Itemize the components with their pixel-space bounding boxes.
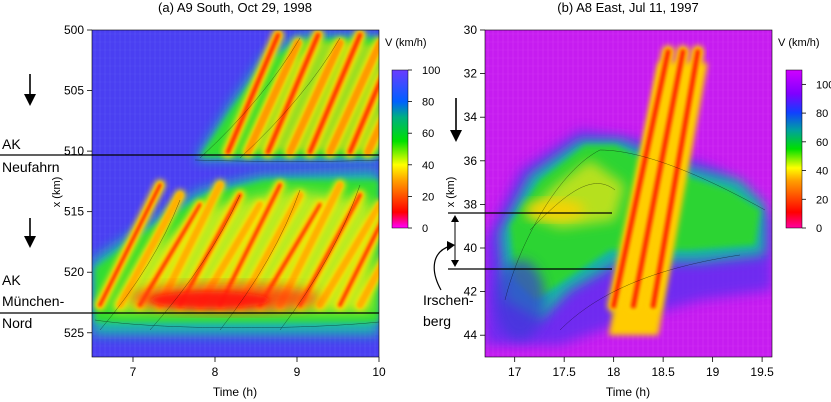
panel-b-cbar-label-1: 20 (816, 194, 828, 206)
panel-b-colorbar-ticks: 0 20 40 60 80 100 (802, 79, 831, 235)
panel-a-cbar-label-3: 60 (422, 128, 434, 140)
panel-a-ytick-label-5: 525 (64, 326, 84, 340)
panel-a-ytick-label-3: 515 (64, 205, 84, 219)
panel-b-cbar-label-0: 0 (816, 223, 822, 235)
panel-b: (b) A8 East, Jul 11, 1997 Irschen- be (423, 0, 831, 399)
panel-a-ytick-label-4: 520 (64, 265, 84, 279)
panel-a-xtick-label-1: 8 (212, 365, 219, 379)
panel-a-bottleneck-2-line1: AK (2, 272, 21, 288)
panel-b-xtick-label-2: 18 (607, 365, 621, 379)
panel-b-bottleneck-line2: berg (423, 313, 451, 329)
panel-a-arrow-down-1-icon (24, 74, 36, 106)
panel-b-colorbar (785, 69, 803, 229)
panel-a-ytick-label-1: 505 (64, 84, 84, 98)
panel-a-bottleneck-1-line1: AK (2, 136, 21, 152)
panel-a-cbar-label-5: 100 (422, 65, 440, 77)
panel-a-cbar-label-0: 0 (422, 223, 428, 235)
panel-a-arrow-down-2-icon (24, 218, 36, 248)
panel-b-plot (485, 30, 772, 357)
panel-b-ytick-label-1: 32 (464, 67, 478, 81)
panel-b-title: (b) A8 East, Jul 11, 1997 (557, 0, 698, 15)
panel-b-waves (607, 45, 708, 336)
panel-a-upper-jam (195, 30, 379, 160)
panel-b-cbar-label-5: 100 (816, 79, 831, 91)
panel-b-cbar-label-4: 80 (816, 108, 828, 120)
panel-a-colorbar-label: V (km/h) (385, 37, 427, 49)
panel-a-ytick-label-2: 510 (64, 144, 84, 158)
panel-a-bottleneck-1-line2: Neufahrn (2, 159, 60, 175)
panel-b-cbar-label-3: 60 (816, 137, 828, 149)
panel-b-arrow-down-icon (450, 98, 462, 142)
panel-b-xtick-label-1: 17.5 (552, 365, 576, 379)
panel-a-frame (91, 29, 380, 358)
panel-a-xtick-label-2: 9 (294, 365, 301, 379)
panel-a-xlabel: Time (h) (213, 385, 257, 399)
panel-a-title: (a) A9 South, Oct 29, 1998 (158, 0, 312, 15)
panel-a-cbar-label-2: 40 (422, 160, 434, 172)
panel-b-cbar-label-2: 40 (816, 166, 828, 178)
panel-b-ytick-label-5: 40 (464, 241, 478, 255)
panel-b-contours (504, 149, 766, 331)
panel-a-cbar-label-1: 20 (422, 191, 434, 203)
panel-b-ytick-label-6: 42 (464, 285, 478, 299)
panel-a-xtick-label-0: 7 (130, 365, 137, 379)
panel-b-bottleneck-line1: Irschen- (423, 292, 474, 308)
panel-a: (a) A9 South, Oct 29, 1998 (0, 0, 440, 399)
panel-b-xtick-label-5: 19.5 (750, 365, 774, 379)
panel-b-ytick-label-0: 30 (464, 23, 478, 37)
panel-b-wave-2 (646, 45, 705, 313)
panel-b-marker-bracket (451, 215, 459, 267)
panel-a-lower-jam (92, 170, 379, 335)
panel-b-curved-arrow-icon (433, 241, 455, 291)
panel-b-ytick-label-2: 34 (464, 110, 478, 124)
panel-a-colorbar-ticks: 0 20 40 60 80 100 (408, 65, 440, 235)
panel-b-colorbar-label: V (km/h) (778, 37, 820, 49)
panel-a-plot (92, 30, 379, 357)
panel-b-frame (484, 29, 773, 358)
panel-b-axes: 17 17.5 18 18.5 19 19.5 30 32 34 36 38 40 42 44 (464, 23, 774, 379)
panel-a-colorbar (391, 69, 409, 229)
panel-b-xtick-label-3: 18.5 (651, 365, 675, 379)
panel-b-ytick-label-7: 44 (464, 328, 478, 342)
panel-b-ytick-label-4: 38 (464, 197, 478, 211)
panel-a-ylabel: x (km) (51, 177, 63, 208)
panel-b-wave-0 (607, 45, 675, 313)
panel-a-xtick-label-3: 10 (372, 365, 386, 379)
panel-b-xtick-label-4: 19 (706, 365, 720, 379)
panel-b-xlabel: Time (h) (606, 385, 650, 399)
panel-a-cbar-label-4: 80 (422, 97, 434, 109)
panel-b-ylabel: x (km) (445, 177, 457, 208)
panel-b-xtick-label-0: 17 (508, 365, 522, 379)
panel-a-upper-waves (222, 30, 379, 158)
panel-a-ytick-label-0: 500 (64, 23, 84, 37)
panel-b-ytick-label-3: 36 (464, 154, 478, 168)
panel-a-bottleneck-2-line3: Nord (2, 315, 32, 331)
panel-b-wave-1 (626, 45, 690, 313)
panel-a-axes: 7 8 9 10 500 505 510 515 520 525 (64, 23, 386, 379)
panel-a-contours (94, 37, 379, 331)
panel-a-bottleneck-2-line2: München- (2, 293, 65, 309)
